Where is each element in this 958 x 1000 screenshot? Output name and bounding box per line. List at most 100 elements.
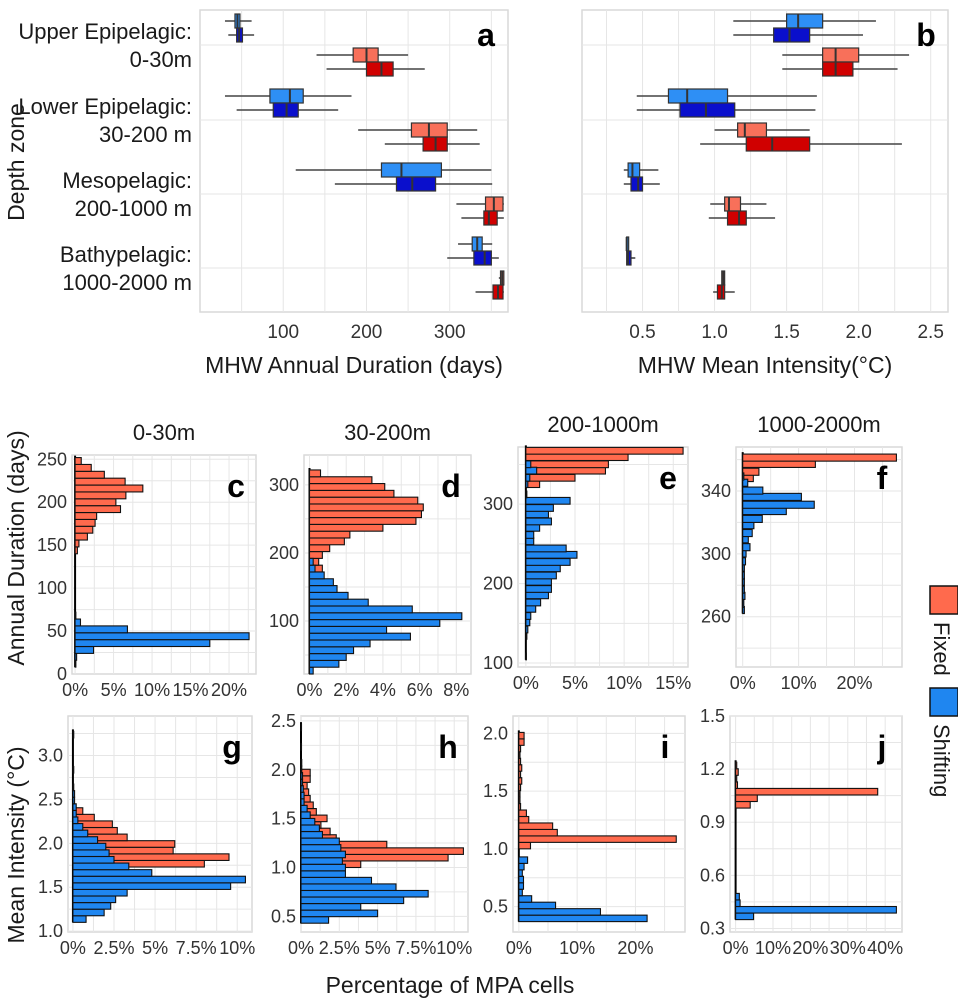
box-iqr bbox=[395, 176, 437, 192]
y-tick-label: 260 bbox=[701, 607, 731, 627]
bar-shifting bbox=[308, 557, 314, 566]
legend: Fixed Shifting bbox=[929, 585, 958, 797]
bar-shifting bbox=[74, 611, 77, 620]
strip-title: 1000-2000m bbox=[757, 412, 881, 437]
bar-shifting bbox=[742, 492, 802, 501]
bar-fixed bbox=[518, 770, 522, 779]
panel-i: 0% 10% 20% 0.5 1.0 1.5 2.0 i bbox=[483, 715, 686, 958]
bar-shifting bbox=[300, 804, 308, 813]
panel-c: 0% 5% 10% 15% 20% 0 50 100 150 200 250 0-30m c bbox=[37, 420, 257, 700]
y-tick-label: 1.5 bbox=[700, 706, 725, 726]
bar-fixed bbox=[525, 460, 609, 469]
bar-shifting bbox=[300, 791, 305, 800]
bar-fixed bbox=[308, 544, 331, 553]
bar-shifting bbox=[300, 857, 343, 865]
bar-shifting bbox=[518, 869, 523, 877]
bar-shifting bbox=[300, 850, 346, 859]
x-tick-label: 5% bbox=[562, 673, 588, 693]
x-tick-label: 10% bbox=[134, 680, 170, 700]
bar-shifting bbox=[308, 564, 316, 573]
bar-shifting bbox=[308, 605, 413, 614]
bar-shifting bbox=[74, 659, 77, 668]
bar-shifting bbox=[72, 829, 89, 838]
strip-title: 0-30m bbox=[133, 420, 195, 445]
panel-a: 100 200 300 MHW Annual Duration (days) a Uppe… bbox=[18, 9, 509, 378]
bar-shifting bbox=[300, 876, 373, 885]
x-axis-title: MHW Annual Duration (days) bbox=[205, 352, 503, 378]
bar-shifting bbox=[525, 652, 527, 661]
bar-fixed bbox=[735, 794, 758, 803]
box-1-0 bbox=[636, 88, 817, 104]
bar-shifting bbox=[300, 896, 405, 905]
bar-fixed bbox=[518, 757, 522, 766]
bar-shifting bbox=[72, 842, 107, 851]
bar-shifting bbox=[300, 743, 303, 751]
x-tick-label: 2.0 bbox=[845, 322, 871, 343]
bar-shifting bbox=[72, 902, 112, 910]
category-label: 0-30m bbox=[130, 47, 192, 72]
y-tick-label: 1.5 bbox=[38, 877, 63, 897]
box-iqr bbox=[822, 47, 860, 63]
y-tick-label: 1.0 bbox=[271, 857, 296, 877]
x-tick-label: 5% bbox=[101, 680, 127, 700]
box-1-1 bbox=[636, 102, 816, 118]
bar-shifting bbox=[300, 830, 323, 839]
bar-shifting bbox=[72, 816, 79, 825]
bar-fixed bbox=[518, 809, 527, 818]
x-tick-label: 0% bbox=[513, 673, 539, 693]
bar-fixed bbox=[525, 466, 607, 475]
box-3-2 bbox=[721, 270, 726, 286]
bar-shifting bbox=[742, 500, 815, 509]
panel-tag: a bbox=[477, 17, 495, 53]
y-tick-label: 150 bbox=[37, 535, 67, 555]
x-tick-label: 100 bbox=[267, 322, 299, 343]
box-iqr bbox=[737, 122, 768, 138]
bar-fixed bbox=[308, 483, 386, 491]
x-tick-label: 15% bbox=[173, 680, 209, 700]
bar-fixed bbox=[308, 496, 419, 505]
bar-shifting bbox=[742, 543, 751, 552]
y-tick-label: 300 bbox=[269, 475, 299, 495]
bar-fixed bbox=[518, 764, 523, 772]
bar-shifting bbox=[742, 478, 749, 487]
bar-shifting bbox=[300, 772, 304, 780]
x-tick-label: 20% bbox=[617, 938, 653, 958]
y-tick-label: 1.5 bbox=[271, 809, 296, 829]
bar-fixed bbox=[518, 751, 521, 759]
bar-shifting bbox=[72, 836, 99, 844]
category-label: Bathypelagic: bbox=[60, 242, 192, 267]
legend-key-fixed bbox=[929, 585, 958, 615]
box-0-3 bbox=[782, 61, 898, 77]
bar-shifting bbox=[300, 723, 303, 732]
bar-fixed bbox=[518, 790, 521, 798]
x-tick-label: 1.5 bbox=[773, 322, 799, 343]
bar-shifting bbox=[525, 591, 550, 600]
x-tick-label: 2.5% bbox=[319, 938, 360, 958]
bar-fixed bbox=[308, 517, 417, 525]
bar-shifting bbox=[308, 639, 371, 648]
y-tick-label: 0 bbox=[57, 664, 67, 684]
y-tick-label: 0.5 bbox=[271, 906, 296, 926]
bar-fixed bbox=[308, 510, 423, 519]
box-3-3 bbox=[713, 284, 735, 300]
bar-shifting bbox=[308, 646, 355, 655]
bar-shifting bbox=[525, 531, 535, 539]
y-tick-label: 0.5 bbox=[483, 897, 508, 917]
bar-fixed bbox=[308, 530, 351, 539]
bar-shifting bbox=[308, 591, 349, 600]
y-tick-label: 200 bbox=[37, 492, 67, 512]
panel-g: 0% 2.5% 5% 7.5% 10% 1.0 1.5 2.0 2.5 3.0 g bbox=[38, 715, 255, 958]
box-0-1 bbox=[228, 27, 255, 43]
legend-label-shifting: Shifting bbox=[929, 724, 954, 797]
bar-fixed bbox=[74, 457, 82, 465]
bar-shifting bbox=[525, 480, 529, 489]
panel-tag: g bbox=[222, 729, 242, 765]
x-tick-label: 20% bbox=[836, 673, 872, 693]
hist-x-axis-title: Percentage of MPA cells bbox=[326, 972, 575, 998]
box-1-2 bbox=[358, 122, 478, 138]
x-tick-label: 0% bbox=[288, 938, 314, 958]
bar-shifting bbox=[525, 564, 561, 573]
x-tick-label: 7.5% bbox=[176, 938, 217, 958]
x-tick-label: 20% bbox=[792, 938, 828, 958]
bar-fixed bbox=[74, 477, 126, 486]
